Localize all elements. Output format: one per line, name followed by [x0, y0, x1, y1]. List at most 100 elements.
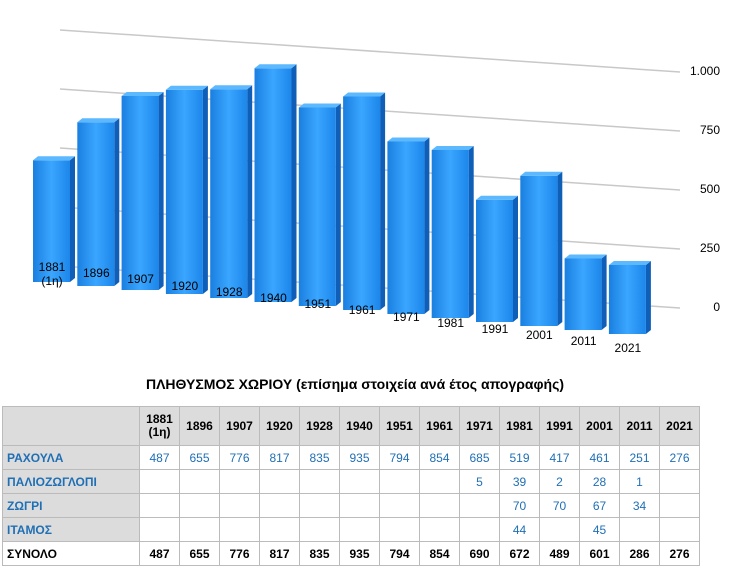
cell: 5: [459, 469, 500, 494]
bar-top: [210, 85, 253, 90]
cell: 2011: [619, 406, 660, 446]
cell: 1896: [179, 406, 220, 446]
bar-top: [564, 254, 607, 259]
table-row: ΡΑΧΟΥΛΑ 487 655 776 817 835 935 794 854 685 519 417…: [2, 445, 700, 470]
x-tick-label: 1991: [481, 322, 509, 336]
cell: 1907: [219, 406, 260, 446]
cell: 601: [579, 541, 620, 566]
cell: 2: [539, 469, 580, 494]
x-tick-label: 1928: [215, 284, 243, 299]
row-name: ΙΤΑΜΟΣ: [2, 517, 140, 542]
cell: [379, 517, 420, 542]
cell: 70: [499, 493, 540, 518]
cell: 39: [499, 469, 540, 494]
cell: 487: [139, 445, 180, 470]
bar-side: [557, 171, 563, 326]
table: 1881 (1η) 1896 1907 1920 1928 1940 1951 1961 197…: [2, 406, 700, 566]
cell: 2021: [659, 406, 700, 446]
cell: 251: [619, 445, 660, 470]
cell: [139, 493, 180, 518]
cell: 1951: [379, 406, 420, 446]
cell: 417: [539, 445, 580, 470]
row-name: ΣΥΝΟΛΟ: [2, 541, 140, 566]
cell: [339, 469, 380, 494]
y-tick-label: 500: [700, 182, 720, 196]
bar-top: [298, 103, 341, 108]
cell: 1920: [259, 406, 300, 446]
y-tick-label: 1.000: [690, 64, 720, 78]
y-tick-label: 750: [700, 123, 720, 137]
cell: 1940: [339, 406, 380, 446]
bar: [210, 89, 248, 298]
cell: [219, 493, 260, 518]
cell: 34: [619, 493, 660, 518]
cell: [659, 493, 700, 518]
cell: 835: [299, 541, 340, 566]
bar-top: [33, 156, 75, 161]
bar-side: [202, 85, 208, 294]
bar: [165, 89, 203, 294]
bar-top: [165, 85, 208, 90]
row-name: [2, 406, 140, 446]
cell: 835: [299, 445, 340, 470]
cell: [179, 493, 220, 518]
header-row: 1881 (1η) 1896 1907 1920 1928 1940 1951 1961 197…: [2, 406, 700, 446]
cell: [259, 517, 300, 542]
cell: 672: [499, 541, 540, 566]
bar: [387, 141, 425, 314]
bar-top: [520, 171, 563, 176]
cell: 655: [179, 445, 220, 470]
cell: 685: [459, 445, 500, 470]
cell: 1981: [499, 406, 540, 446]
bar: [608, 265, 646, 334]
x-tick-label: 2001: [525, 328, 553, 343]
cell: [259, 493, 300, 518]
bar: [343, 96, 381, 310]
x-tick-label: 1961: [348, 303, 376, 318]
x-tick-label: 1896: [82, 266, 110, 281]
x-tick-label: 1981: [437, 315, 465, 330]
cell: 489: [539, 541, 580, 566]
x-tick-label: 1951: [304, 297, 332, 312]
cell: 935: [339, 445, 380, 470]
bar-top: [608, 261, 651, 265]
cell: [179, 469, 220, 494]
cell: 1: [619, 469, 660, 494]
cell: [339, 517, 380, 542]
cell: 28: [579, 469, 620, 494]
table-row: ΙΤΑΜΟΣ 44 45: [2, 517, 700, 542]
cell: 276: [659, 445, 700, 470]
cell: [139, 469, 180, 494]
cell: [659, 469, 700, 494]
row-name: ΠΑΛΙΟΖΩΓΛΟΠΙ: [2, 469, 140, 494]
cell: [299, 493, 340, 518]
cell: [619, 517, 660, 542]
row-name: ΡΑΧΟΥΛΑ: [2, 445, 140, 470]
grid-line: [59, 29, 681, 73]
x-tick-label: 1907: [127, 272, 154, 287]
bar-top: [387, 137, 430, 142]
bar-side: [513, 195, 518, 322]
cell: [299, 517, 340, 542]
bar-side: [645, 261, 651, 334]
cell: 817: [259, 445, 300, 470]
bar: [33, 160, 70, 282]
bar: [520, 175, 558, 326]
bar-side: [114, 118, 120, 286]
cell: 45: [579, 517, 620, 542]
bar-side: [380, 92, 386, 310]
y-tick-label: 0: [713, 300, 720, 314]
bar-side: [601, 254, 607, 330]
bar: [254, 68, 292, 302]
cell: 487: [139, 541, 180, 566]
cell: 1881 (1η): [139, 406, 180, 446]
x-tick-label: 1920: [171, 278, 199, 293]
bar-top: [476, 195, 518, 200]
cell: 655: [179, 541, 220, 566]
cell: [219, 469, 260, 494]
bar: [298, 107, 336, 306]
cell: 1991: [539, 406, 580, 446]
cell: [259, 469, 300, 494]
cell: 854: [419, 445, 460, 470]
cell: [299, 469, 340, 494]
